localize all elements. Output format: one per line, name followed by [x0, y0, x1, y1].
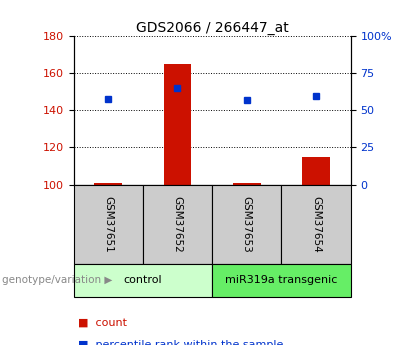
Text: ■  count: ■ count [78, 318, 127, 327]
Bar [212, 264, 351, 297]
Text: GSM37652: GSM37652 [173, 196, 182, 253]
Title: GDS2066 / 266447_at: GDS2066 / 266447_at [136, 21, 289, 35]
Text: genotype/variation ▶: genotype/variation ▶ [2, 275, 113, 285]
Bar [212, 185, 281, 264]
Text: ■  percentile rank within the sample: ■ percentile rank within the sample [78, 340, 283, 345]
Text: GSM37654: GSM37654 [311, 196, 321, 253]
Text: miR319a transgenic: miR319a transgenic [225, 275, 338, 285]
Bar [143, 185, 212, 264]
Bar [74, 264, 212, 297]
Bar [302, 157, 330, 185]
Bar [281, 185, 351, 264]
Bar [164, 64, 192, 185]
Text: GSM37653: GSM37653 [242, 196, 252, 253]
Bar [94, 183, 122, 185]
Bar [233, 183, 261, 185]
Text: control: control [123, 275, 162, 285]
Bar [74, 185, 143, 264]
Text: GSM37651: GSM37651 [103, 196, 113, 253]
